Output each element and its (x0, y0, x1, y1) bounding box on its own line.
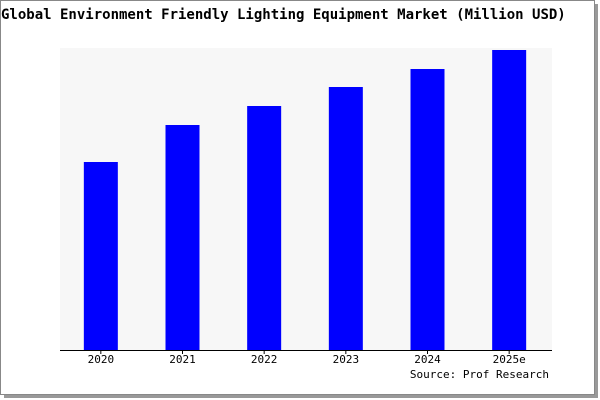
bar (247, 106, 282, 350)
x-tick-label: 2021 (169, 353, 196, 366)
plot-area (60, 48, 552, 350)
x-tick-label: 2025e (493, 353, 526, 366)
source-note: Source: Prof Research (410, 368, 549, 381)
bar (492, 50, 527, 350)
x-tick-label: 2022 (251, 353, 278, 366)
x-tick-label: 2024 (414, 353, 441, 366)
bar (83, 162, 118, 350)
bar (328, 87, 363, 350)
bar (165, 125, 200, 350)
bar (410, 69, 445, 350)
x-tick-label: 2023 (333, 353, 360, 366)
x-tick-label: 2020 (88, 353, 115, 366)
chart-title: Global Environment Friendly Lighting Equ… (1, 7, 566, 23)
